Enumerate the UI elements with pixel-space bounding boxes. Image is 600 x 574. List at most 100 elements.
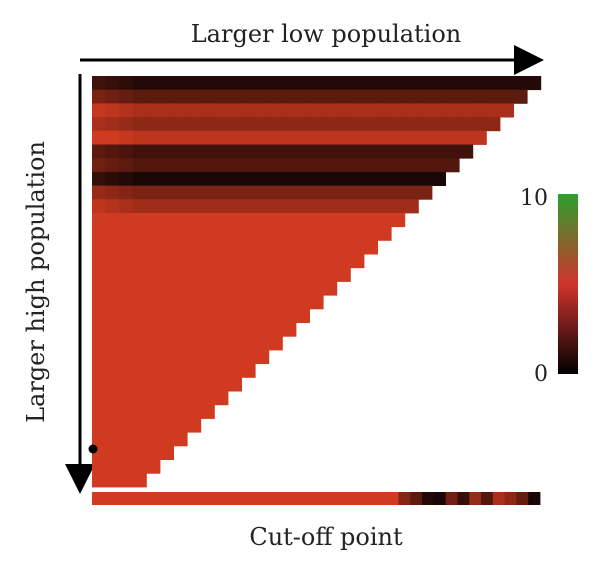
heatmap-cell [200,350,215,365]
heatmap-cell [105,185,120,200]
heatmap-cell [119,76,134,91]
heatmap-cell [105,377,120,392]
heatmap-cell [282,144,297,159]
heatmap-cell [200,103,215,118]
heatmap-cell [241,89,256,104]
heatmap-cell [391,158,406,173]
heatmap-cell [323,240,338,255]
heatmap-cell [119,391,134,406]
heatmap-cell [391,185,406,200]
heatmap-cell [146,240,161,255]
heatmap-cell [513,76,528,91]
colorbar-max-label: 10 [520,186,548,211]
cutoff-strip [92,492,541,505]
heatmap-cell [200,336,215,351]
heatmap-cell [160,226,174,241]
heatmap-cell [105,336,120,351]
heatmap-cell [119,295,134,310]
cutoff-cell [469,492,482,505]
heatmap-cell [377,130,392,145]
heatmap-cell [350,144,365,159]
heatmap-cell [336,185,351,200]
heatmap-cell [255,281,270,296]
cutoff-cell [209,492,223,505]
heatmap-cell [296,226,310,241]
heatmap-cell [146,281,161,296]
heatmap-cell [132,281,147,296]
heatmap-cell [309,281,324,296]
heatmap-cell [187,199,202,214]
heatmap-cell [173,226,188,241]
heatmap-cell [268,130,283,145]
heatmap-cell [364,171,378,186]
heatmap-cell [146,308,161,323]
heatmap-cell [119,418,134,433]
heatmap-cell [377,226,392,241]
heatmap-cell [200,254,215,269]
heatmap-cell [160,89,174,104]
heatmap-cell [445,130,460,145]
cutoff-cell [198,492,211,505]
heatmap-cell [255,226,270,241]
heatmap-cell [132,158,147,173]
heatmap-cell [200,171,215,186]
heatmap-cell [173,377,188,392]
heatmap-cell [187,185,202,200]
heatmap-cell [214,130,229,145]
heatmap-cell [173,185,188,200]
heatmap-cell [187,377,202,392]
heatmap-cell [160,240,174,255]
heatmap-cell [146,377,161,392]
heatmap-cell [404,158,419,173]
heatmap-cell [377,158,392,173]
heatmap-cell [105,363,120,378]
heatmap-cell [146,336,161,351]
heatmap-cell [309,171,324,186]
heatmap-cell [404,89,419,104]
heatmap-cell [146,418,161,433]
heatmap-cell [296,144,310,159]
heatmap-cell [255,171,270,186]
heatmap-cell [119,185,134,200]
heatmap-cell [391,117,406,132]
heatmap-cell [187,350,202,365]
heatmap-cell [364,89,378,104]
heatmap-cell [268,308,283,323]
heatmap-cell [105,350,120,365]
heatmap-cell [296,158,310,173]
cutoff-cell [257,492,270,505]
heatmap-cell [350,213,365,228]
heatmap-cell [132,445,147,460]
heatmap-cell [282,308,297,323]
heatmap-cell [214,199,229,214]
heatmap-cell [309,295,324,310]
heatmap-cell [323,144,338,159]
heatmap-cell [132,144,147,159]
heatmap-cell [228,89,242,104]
cutoff-cell [292,492,305,505]
heatmap-cell [173,76,188,91]
heatmap-cell [132,213,147,228]
heatmap-cell [296,89,310,104]
cutoff-cell [457,492,470,505]
heatmap-cell [377,76,392,91]
heatmap-cell [404,171,419,186]
heatmap-cell [160,130,174,145]
heatmap-cell [119,144,134,159]
heatmap-cell [255,89,270,104]
heatmap-cell [132,377,147,392]
heatmap-cell [146,185,161,200]
heatmap-cell [404,130,419,145]
heatmap-cell [309,267,324,282]
heatmap-cell [309,130,324,145]
heatmap-cell [187,240,202,255]
heatmap-cell [160,445,174,460]
heatmap-cell [119,199,134,214]
heatmap-cell [119,240,134,255]
heatmap-cell [472,89,487,104]
heatmap-cell [173,391,188,406]
heatmap-cell [200,295,215,310]
heatmap-cell [323,213,338,228]
heatmap-cell [92,130,106,145]
heatmap-cell [228,322,242,337]
